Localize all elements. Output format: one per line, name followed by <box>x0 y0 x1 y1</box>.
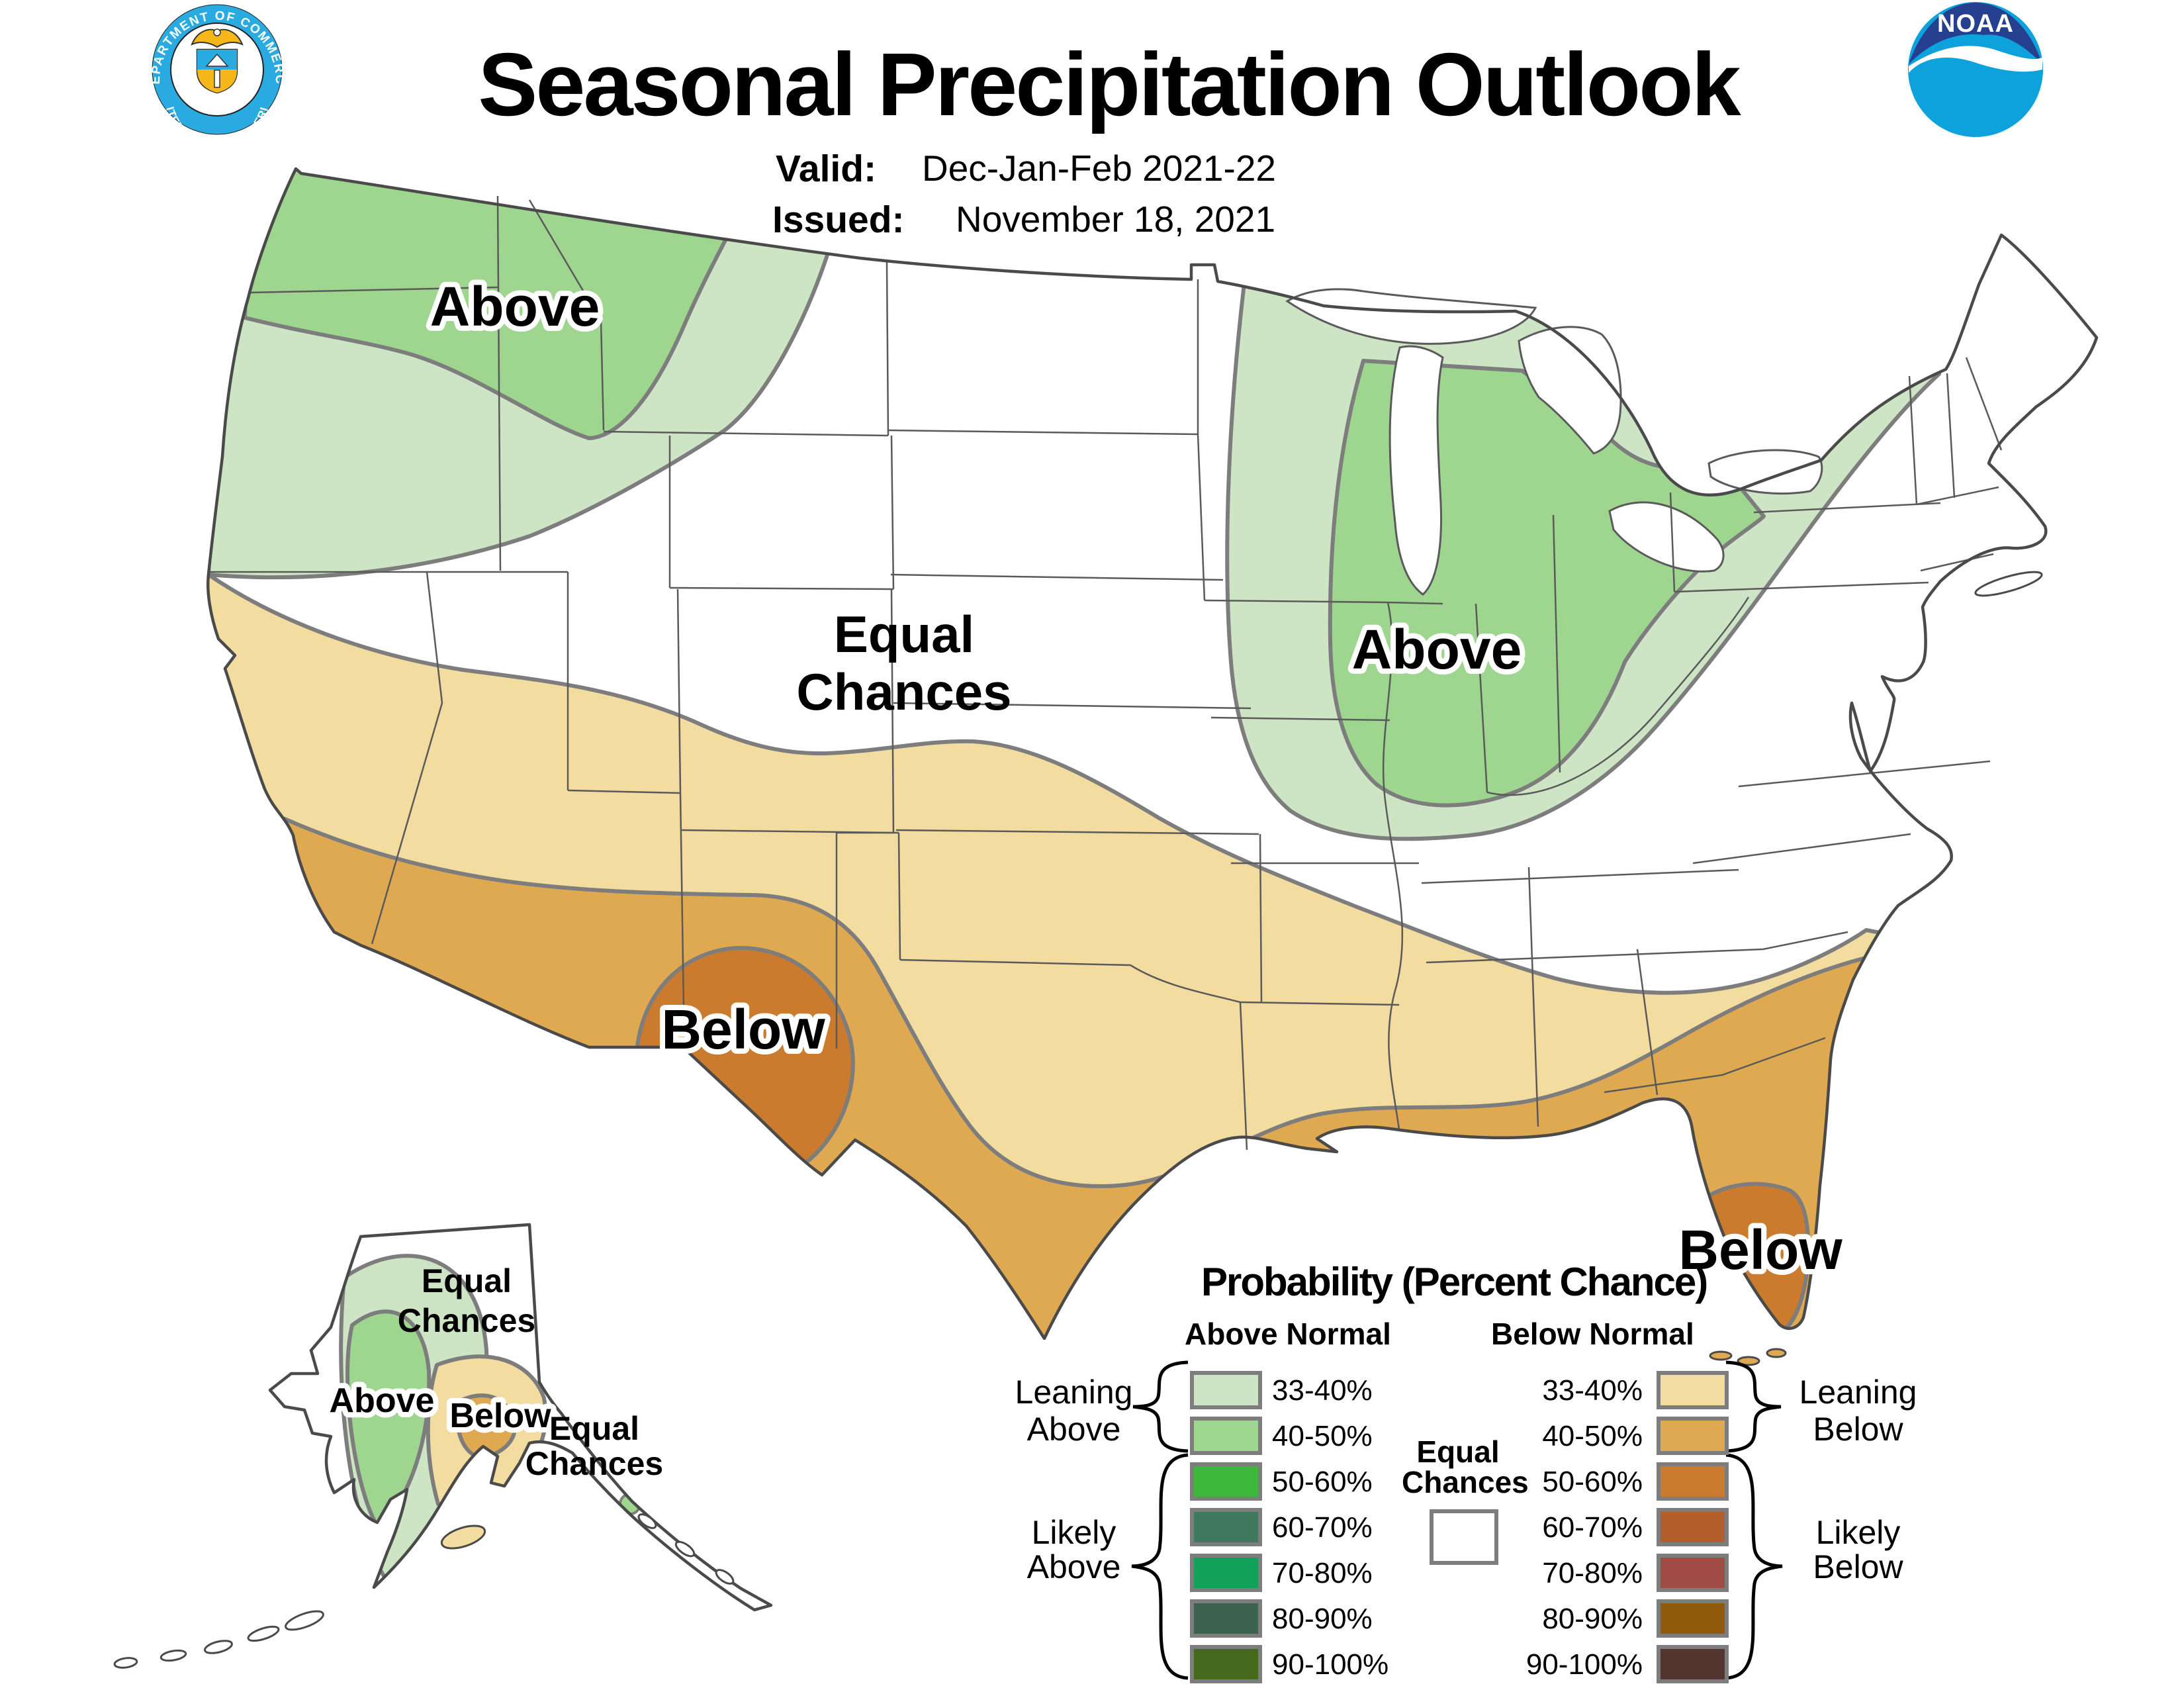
leaning-below-brace <box>1725 1360 1782 1453</box>
above-pct-50-60: 50-60% <box>1272 1466 1373 1498</box>
noaa-logo-text: NOAA <box>1937 10 2014 38</box>
noaa-swoosh-icon <box>1909 46 2042 73</box>
label-alaska-equal-line1: Equal <box>422 1262 512 1299</box>
likely-below-label-line1: Likely <box>1815 1514 1901 1551</box>
leaning-above-brace <box>1132 1360 1189 1453</box>
above-pct-80-90: 80-90% <box>1272 1603 1373 1635</box>
equal-chances-swatch <box>1430 1509 1498 1565</box>
lake-ontario <box>1707 449 1823 495</box>
great-lakes <box>1285 288 1823 596</box>
valid-label: Valid: <box>776 148 877 190</box>
doc-eagle-icon <box>191 28 244 48</box>
lake-michigan <box>1388 345 1444 596</box>
above-pct-40-50: 40-50% <box>1272 1420 1373 1452</box>
below-swatch-40-50 <box>1657 1417 1729 1455</box>
legend-above-normal-header: Above Normal <box>1185 1317 1391 1351</box>
region-below-33-40 <box>208 573 2097 1338</box>
noaa-gull-icon <box>1948 50 1968 57</box>
below-pct-50-60: 50-60% <box>1542 1466 1643 1498</box>
label-southwest-below: Below <box>661 998 825 1060</box>
below-swatch-70-80 <box>1657 1554 1729 1592</box>
legend-below-normal-header: Below Normal <box>1491 1317 1694 1351</box>
leaning-below-label-line1: Leaning <box>1799 1374 1917 1411</box>
legend-equal-chances-line1: Equal <box>1416 1434 1500 1469</box>
issued-value: November 18, 2021 <box>956 199 1276 240</box>
aleutian-islands <box>113 1610 324 1669</box>
above-pct-60-70: 60-70% <box>1272 1511 1373 1544</box>
lake-erie <box>1608 501 1725 573</box>
ak-region-below-40-50 <box>455 1393 518 1460</box>
alexander-archipelago <box>637 1513 735 1585</box>
above-swatch-70-80 <box>1190 1554 1262 1592</box>
below-swatch-60-70 <box>1657 1508 1729 1546</box>
map-region-labels: Above Above Equal Chances Below Below Ab… <box>324 270 1848 1482</box>
likely-above-label-line1: Likely <box>1031 1514 1116 1551</box>
above-pct-90-100: 90-100% <box>1272 1648 1389 1681</box>
below-swatch-90-100 <box>1657 1645 1729 1683</box>
noaa-logo: NOAA <box>1908 2 2043 137</box>
leaning-above-label-line1: Leaning <box>1015 1374 1133 1411</box>
state-boundaries <box>210 195 2003 1150</box>
label-southeast-ak-equal-line2: Chances <box>525 1445 663 1482</box>
likely-below-label-line2: Below <box>1813 1548 1903 1585</box>
label-midwest-above: Above <box>1352 618 1522 680</box>
above-swatch-90-100 <box>1190 1645 1262 1683</box>
label-alaska-equal-line2: Chances <box>398 1302 535 1339</box>
label-equal-chances-line1: Equal <box>834 605 974 663</box>
likely-above-brace <box>1131 1453 1189 1680</box>
below-swatch-33-40 <box>1657 1371 1729 1409</box>
issued-label: Issued: <box>772 199 905 241</box>
below-pct-40-50: 40-50% <box>1542 1420 1643 1452</box>
above-swatch-80-90 <box>1190 1599 1262 1638</box>
above-swatch-50-60 <box>1190 1462 1262 1501</box>
above-pct-70-80: 70-80% <box>1272 1557 1373 1589</box>
long-island <box>1974 571 2043 597</box>
page-title: Seasonal Precipitation Outlook <box>478 34 1741 134</box>
kodiak-island <box>440 1524 486 1550</box>
below-pct-33-40: 33-40% <box>1542 1374 1643 1407</box>
valid-value: Dec-Jan-Feb 2021-22 <box>922 148 1277 189</box>
ak-region-above-40-50 <box>345 1309 432 1530</box>
label-alaska-below: Below <box>449 1397 551 1435</box>
below-pct-60-70: 60-70% <box>1542 1511 1643 1544</box>
label-alaska-above: Above <box>330 1382 435 1420</box>
doc-shield-icon <box>196 48 238 94</box>
lake-huron <box>1518 326 1622 455</box>
lake-superior <box>1285 288 1537 345</box>
above-swatch-33-40 <box>1190 1371 1262 1409</box>
leaning-above-label-line2: Above <box>1026 1411 1121 1448</box>
legend-braces <box>1131 1360 1783 1680</box>
label-southeast-ak-equal-line1: Equal <box>549 1410 639 1447</box>
label-equal-chances-line2: Chances <box>796 663 1011 721</box>
legend-title: Probability (Percent Chance) <box>1201 1260 1708 1304</box>
above-swatch-40-50 <box>1190 1417 1262 1455</box>
below-pct-80-90: 80-90% <box>1542 1603 1643 1635</box>
below-pct-90-100: 90-100% <box>1525 1648 1643 1681</box>
florida-keys <box>1709 1348 1787 1366</box>
below-pct-70-80: 70-80% <box>1542 1557 1643 1589</box>
below-swatch-80-90 <box>1657 1599 1729 1638</box>
label-northwest-above: Above <box>430 275 600 338</box>
likely-above-label-line2: Above <box>1026 1548 1121 1585</box>
leaning-below-label-line2: Below <box>1813 1411 1903 1448</box>
likely-below-brace <box>1725 1453 1783 1680</box>
region-below-50-60-southwest <box>634 945 855 1180</box>
below-swatch-50-60 <box>1657 1462 1729 1501</box>
legend-equal-chances-line2: Chances <box>1402 1465 1529 1499</box>
above-pct-33-40: 33-40% <box>1272 1374 1373 1407</box>
above-swatch-60-70 <box>1190 1508 1262 1546</box>
label-florida-below: Below <box>1678 1219 1843 1281</box>
